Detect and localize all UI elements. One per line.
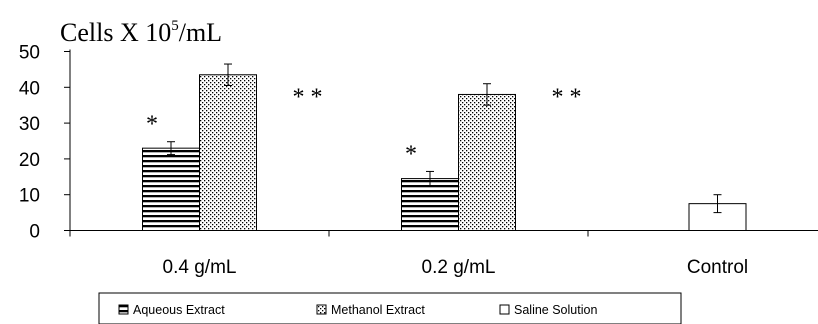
legend-label-methanol: Methanol Extract <box>331 303 425 317</box>
significance-marker: * <box>146 112 158 138</box>
legend-swatch-saline <box>499 304 510 315</box>
y-axis-label-exponent: 5 <box>171 18 179 34</box>
y-tick-label: 20 <box>19 150 40 171</box>
legend-box <box>98 292 682 324</box>
bar-aqueous-extract-0-4-g-ml <box>142 147 200 231</box>
significance-marker: * <box>405 141 417 167</box>
y-axis-label: Cells X 105/mL <box>60 18 222 47</box>
y-tick-label: 40 <box>19 78 40 99</box>
x-axis: 0.4 g/mL 0.2 g/mL Control <box>69 230 818 278</box>
legend-item-saline: Saline Solution <box>499 303 597 317</box>
significance-marker: * * <box>293 85 323 111</box>
bar-methanol-extract-0-4-g-ml <box>199 74 257 231</box>
y-axis: 0 10 20 30 40 50 <box>19 43 71 243</box>
x-tick-label: Control <box>687 257 748 278</box>
y-tick-label: 0 <box>29 222 40 243</box>
bar-methanol-extract-0-2-g-ml <box>458 93 516 231</box>
legend-swatch-methanol <box>316 304 327 315</box>
legend-item-aqueous: Aqueous Extract <box>118 303 225 317</box>
legend-label-aqueous: Aqueous Extract <box>133 303 225 317</box>
legend-swatch-aqueous <box>118 304 129 315</box>
bar-aqueous-extract-0-2-g-ml <box>401 178 459 231</box>
bars <box>142 63 747 231</box>
x-tick-label: 0.2 g/mL <box>422 257 496 278</box>
y-tick-label: 10 <box>19 186 40 207</box>
legend: Aqueous Extract Methanol Extract Saline … <box>98 292 682 324</box>
annotations: * * * * * * <box>146 85 582 168</box>
legend-item-methanol: Methanol Extract <box>316 303 425 317</box>
x-tick-label: 0.4 g/mL <box>163 257 237 278</box>
y-tick-label: 30 <box>19 114 40 135</box>
significance-marker: * * <box>552 85 582 111</box>
legend-label-saline: Saline Solution <box>514 303 597 317</box>
y-tick-label: 50 <box>19 43 40 64</box>
